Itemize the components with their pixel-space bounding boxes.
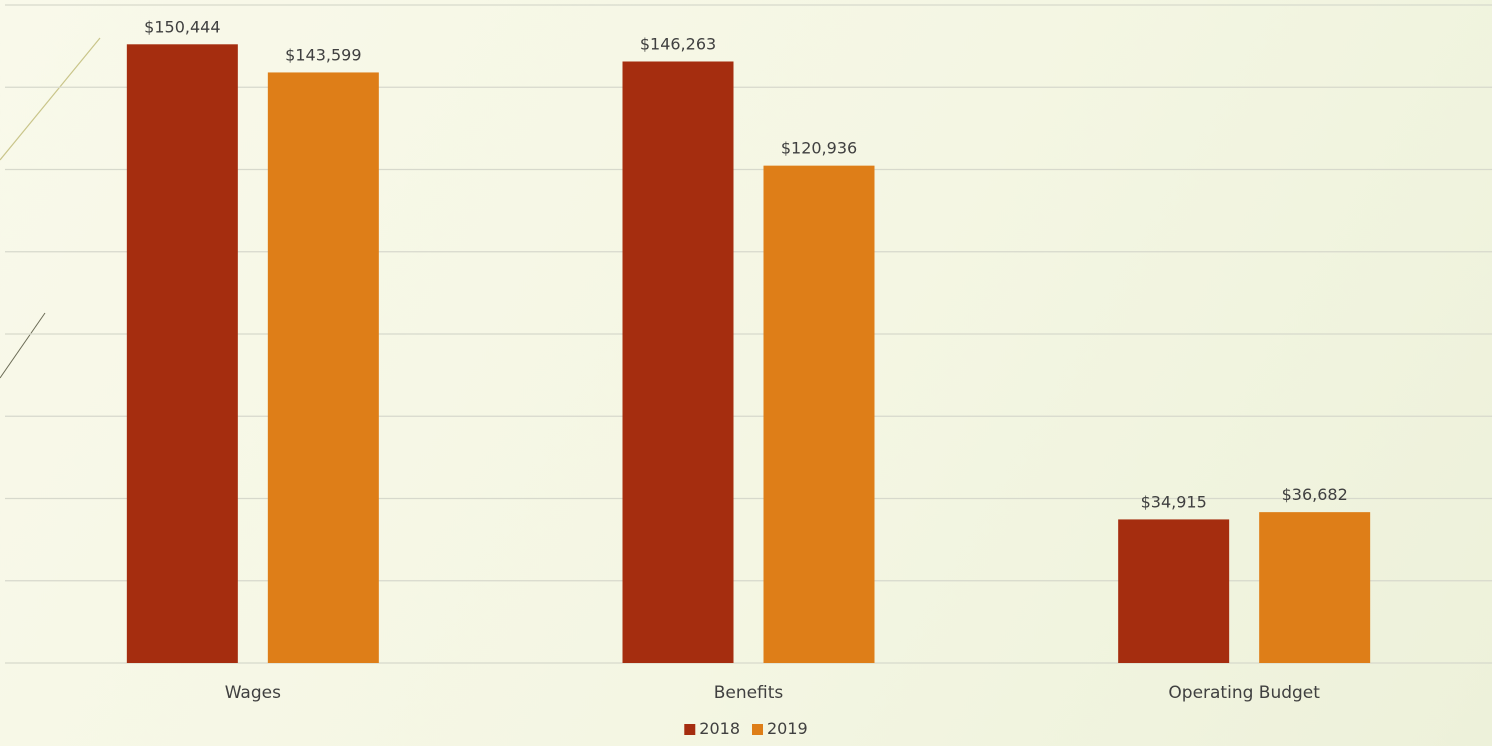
- data-label: $34,915: [1141, 492, 1207, 511]
- legend-label: 2019: [767, 719, 808, 738]
- bar-2019-operating-budget: [1259, 512, 1371, 663]
- bar-2018-benefits: [622, 61, 734, 664]
- decorative-lines: [0, 37, 101, 379]
- bars-group: [126, 44, 1371, 664]
- bar-2019-benefits: [763, 165, 875, 663]
- data-label: $36,682: [1282, 485, 1348, 504]
- legend: 2018 2019: [684, 719, 808, 738]
- gridlines: [5, 4, 1492, 664]
- decor-line: [0, 37, 101, 161]
- legend-swatch: [684, 724, 696, 735]
- data-label: $143,599: [285, 45, 361, 64]
- data-label: $150,444: [144, 17, 220, 36]
- category-label: Benefits: [714, 683, 784, 703]
- bar-2018-operating-budget: [1118, 519, 1230, 663]
- data-labels-group: $150,444 $143,599 $146,263 $120,936 $34,915 $…: [144, 17, 1348, 511]
- bar-2018-wages: [126, 44, 238, 663]
- category-label: Wages: [225, 683, 281, 703]
- bar-2019-wages: [267, 72, 379, 664]
- data-label: $120,936: [781, 139, 857, 158]
- data-label: $146,263: [640, 34, 716, 53]
- decor-line: [0, 312, 46, 379]
- category-labels-group: Wages Benefits Operating Budget: [225, 683, 1321, 703]
- legend-label: 2018: [699, 719, 740, 738]
- category-label: Operating Budget: [1168, 683, 1320, 703]
- legend-item: 2018: [684, 719, 740, 738]
- legend-item: 2019: [752, 719, 808, 738]
- legend-swatch: [752, 724, 763, 735]
